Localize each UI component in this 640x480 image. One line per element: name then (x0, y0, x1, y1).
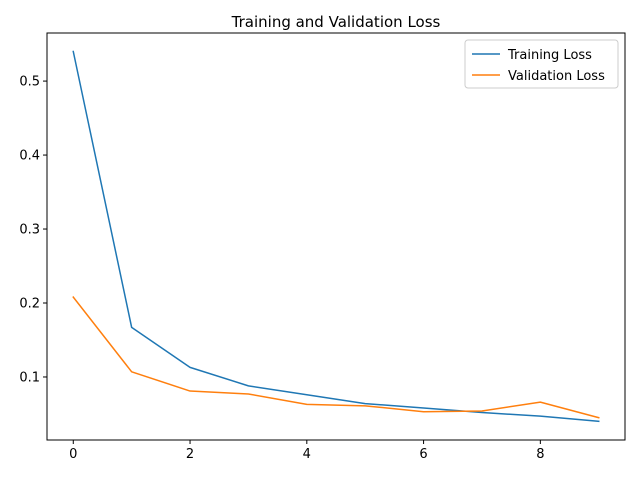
y-tick-label: 0.3 (19, 223, 40, 238)
plot-frame (46, 32, 626, 441)
x-tick-label: 2 (186, 447, 194, 462)
legend-box (464, 39, 619, 89)
legend-label-validation-loss: Validation Loss (508, 69, 605, 84)
y-axis: 0.1 0.2 0.3 0.4 0.5 (19, 75, 47, 385)
y-tick-label: 0.4 (19, 149, 40, 164)
legend-label-training-loss: Training Loss (507, 48, 592, 63)
x-axis: 0 2 4 6 8 (69, 440, 544, 462)
y-tick-label: 0.1 (19, 370, 40, 385)
plot-area (47, 33, 625, 440)
series-line-training-loss (72, 50, 600, 423)
y-tick-label: 0.2 (19, 297, 40, 312)
y-tick-label: 0.5 (19, 75, 40, 90)
series-line-validation-loss (72, 296, 600, 419)
series-layer (72, 50, 600, 423)
x-tick-label: 0 (69, 447, 77, 462)
chart-title: Training and Validation Loss (231, 13, 441, 31)
legend: Training Loss Validation Loss (464, 39, 619, 89)
x-tick-label: 4 (303, 447, 311, 462)
x-tick-label: 8 (536, 447, 544, 462)
x-tick-label: 6 (419, 447, 427, 462)
